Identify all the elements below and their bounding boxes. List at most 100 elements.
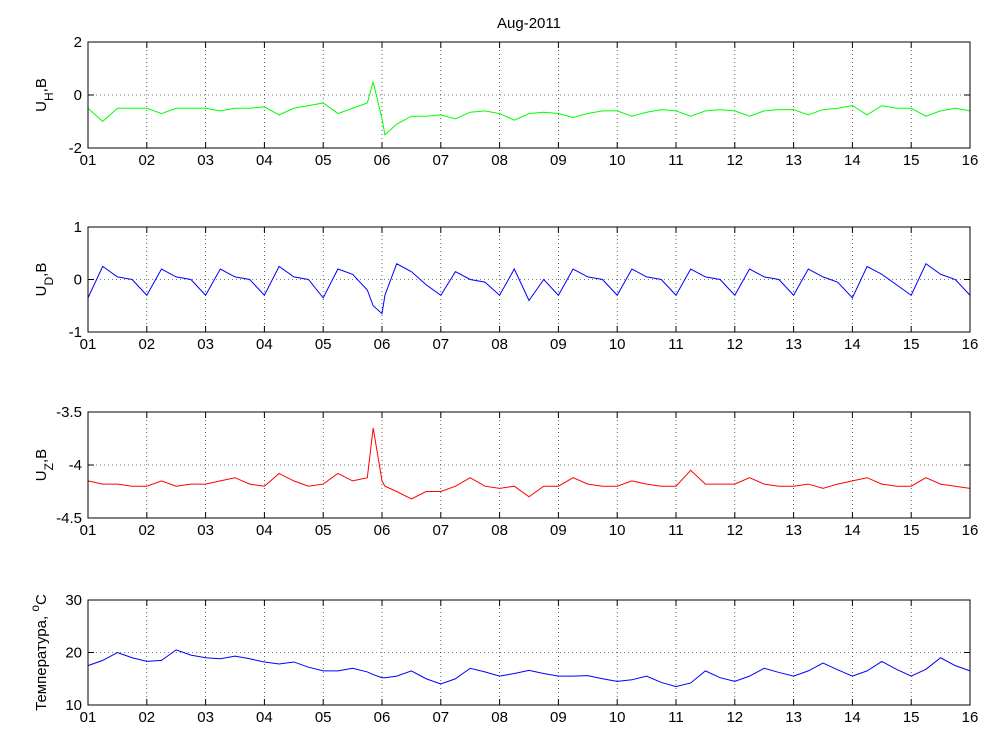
x-tick-label: 08: [491, 709, 508, 726]
x-tick-label: 09: [550, 522, 567, 539]
x-tick-label: 10: [609, 522, 626, 539]
y-axis-label-after: C: [33, 594, 50, 605]
plot-frame: [87, 41, 971, 149]
x-tick-label: 02: [138, 709, 155, 726]
x-tick-label: 06: [374, 522, 391, 539]
x-tick-label: 06: [374, 152, 391, 169]
y-tick-label: 1: [74, 219, 82, 236]
x-tick-label: 08: [491, 152, 508, 169]
x-tick-label: 01: [80, 336, 97, 353]
y-axis-label-after: ,B: [33, 263, 50, 277]
x-tick-label: 07: [432, 522, 449, 539]
x-tick-label: 12: [726, 709, 743, 726]
x-tick-label: 01: [80, 152, 97, 169]
y-axis-label-after: ,B: [33, 78, 50, 92]
y-tick-label: 20: [65, 645, 82, 662]
y-tick-label: 2: [74, 34, 82, 51]
y-axis-label-main: Температура,: [33, 612, 50, 711]
y-tick-label: -2: [69, 140, 82, 157]
y-tick-label: 10: [65, 697, 82, 714]
y-tick-label: -3.5: [56, 404, 82, 421]
x-tick-label: 12: [726, 336, 743, 353]
x-tick-label: 11: [668, 522, 684, 539]
y-axis-label: UD,B: [33, 263, 56, 297]
x-tick-label: 16: [962, 152, 979, 169]
x-tick-label: 09: [550, 709, 567, 726]
x-tick-label: 02: [138, 152, 155, 169]
y-axis-label: Температура, oC: [28, 594, 50, 711]
x-tick-label: 14: [844, 522, 861, 539]
x-tick-label: 15: [903, 709, 920, 726]
x-tick-label: 06: [374, 336, 391, 353]
x-tick-label: 15: [903, 522, 920, 539]
x-tick-label: 04: [256, 522, 273, 539]
y-axis-label-main: U: [33, 470, 50, 481]
y-tick-label: 30: [65, 592, 82, 609]
x-tick-label: 15: [903, 336, 920, 353]
y-tick-label: -1: [69, 324, 82, 341]
x-tick-label: 10: [609, 709, 626, 726]
y-tick-label: -4: [69, 457, 82, 474]
x-tick-label: 11: [668, 336, 684, 353]
x-tick-label: 06: [374, 709, 391, 726]
x-tick-label: 13: [785, 522, 802, 539]
x-tick-label: 03: [197, 152, 214, 169]
x-tick-label: 03: [197, 522, 214, 539]
x-tick-label: 16: [962, 522, 979, 539]
x-tick-label: 12: [726, 152, 743, 169]
x-tick-label: 02: [138, 336, 155, 353]
x-tick-label: 05: [315, 522, 332, 539]
x-tick-label: 16: [962, 709, 979, 726]
x-tick-label: 05: [315, 709, 332, 726]
x-tick-label: 04: [256, 709, 273, 726]
x-tick-label: 07: [432, 152, 449, 169]
x-tick-label: 05: [315, 152, 332, 169]
y-axis-label-sub: D: [42, 277, 56, 286]
y-axis-label-sub: Z: [42, 463, 56, 470]
data-line: [87, 649, 971, 688]
y-axis-label: UH,B: [33, 78, 56, 112]
x-tick-label: 09: [550, 152, 567, 169]
x-tick-label: 13: [785, 336, 802, 353]
x-tick-label: 10: [609, 152, 626, 169]
x-tick-label: 01: [80, 522, 97, 539]
x-tick-label: 10: [609, 336, 626, 353]
plot-frame: [87, 226, 971, 333]
x-tick-label: 04: [256, 152, 273, 169]
x-tick-label: 04: [256, 336, 273, 353]
x-tick-label: 03: [197, 336, 214, 353]
x-tick-label: 14: [844, 336, 861, 353]
y-axis-label: UZ,B: [33, 449, 56, 481]
x-tick-label: 05: [315, 336, 332, 353]
data-line: [87, 262, 971, 315]
x-tick-label: 15: [903, 152, 920, 169]
y-tick-label: 0: [74, 272, 82, 289]
x-tick-label: 14: [844, 709, 861, 726]
plot-frame: [87, 599, 971, 706]
y-axis-label-after: ,B: [33, 449, 50, 463]
data-line: [87, 427, 971, 500]
x-tick-label: 12: [726, 522, 743, 539]
x-tick-label: 03: [197, 709, 214, 726]
plot-frame: [87, 411, 971, 519]
x-tick-label: 13: [785, 709, 802, 726]
y-axis-label-main: U: [33, 286, 50, 297]
x-tick-label: 11: [668, 152, 684, 169]
x-tick-label: 07: [432, 709, 449, 726]
x-tick-label: 14: [844, 152, 861, 169]
x-tick-label: 02: [138, 522, 155, 539]
x-tick-label: 08: [491, 522, 508, 539]
y-axis-label-sub: H: [42, 92, 56, 101]
x-tick-label: 16: [962, 336, 979, 353]
x-tick-label: 09: [550, 336, 567, 353]
y-axis-label-sup: o: [28, 605, 42, 612]
x-tick-label: 13: [785, 152, 802, 169]
y-tick-label: 0: [74, 87, 82, 104]
y-tick-label: -4.5: [56, 510, 82, 527]
x-tick-label: 01: [80, 709, 97, 726]
x-tick-label: 08: [491, 336, 508, 353]
x-tick-label: 11: [668, 709, 684, 726]
y-axis-label-main: U: [33, 101, 50, 112]
chart-title: Aug-2011: [497, 15, 561, 32]
